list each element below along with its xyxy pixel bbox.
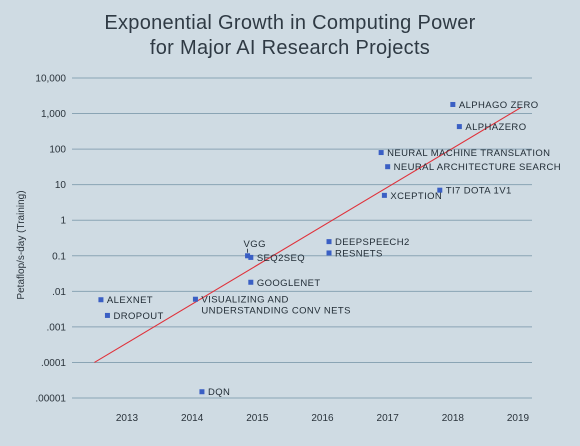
point-label: ALPHAGO ZERO: [459, 100, 539, 111]
point-label: VISUALIZING AND: [201, 295, 288, 306]
x-axis-ticks: 2013 2014 2015 2016 2017 2018 2019: [116, 413, 530, 424]
x-tick-label: 2016: [311, 413, 334, 424]
x-tick-label: 2017: [377, 413, 400, 424]
data-point: RESNETS: [326, 248, 383, 259]
x-tick-label: 2014: [181, 413, 204, 424]
point-marker: [326, 239, 332, 245]
data-point: DROPOUT: [104, 311, 163, 322]
point-label: DQN: [208, 387, 230, 398]
point-marker: [437, 187, 443, 193]
point-marker: [98, 297, 104, 303]
point-label: DEEPSPEECH2: [335, 237, 410, 248]
y-tick-label: 0.1: [52, 251, 66, 262]
data-point: VGG: [244, 239, 266, 259]
gridlines: [72, 77, 532, 399]
point-label: NEURAL ARCHITECTURE SEARCH: [394, 162, 561, 173]
point-marker: [385, 164, 391, 170]
point-marker: [192, 296, 198, 302]
y-tick-label: 1: [60, 216, 66, 227]
data-point: XCEPTION: [381, 191, 442, 202]
data-point: ALPHAZERO: [456, 122, 526, 133]
data-point: SEQ2SEQ: [248, 253, 305, 264]
point-label: ALPHAZERO: [465, 122, 526, 133]
y-tick-label: 10,000: [35, 74, 66, 85]
point-marker: [248, 279, 254, 285]
y-tick-label: .001: [47, 322, 67, 333]
point-label: TI7 DOTA 1V1: [446, 186, 512, 197]
point-marker: [199, 389, 205, 395]
data-point: NEURAL MACHINE TRANSLATION: [378, 148, 550, 159]
point-label: ALEXNET: [107, 295, 153, 306]
point-marker: [381, 192, 387, 198]
data-points: ALPHAGO ZERO ALPHAZERO NEURAL MACHINE TRAN…: [98, 100, 561, 398]
trendline: [94, 106, 522, 363]
y-tick-label: 100: [49, 145, 66, 156]
data-point: DQN: [199, 387, 230, 398]
point-marker: [248, 254, 254, 260]
y-tick-label: 1,000: [41, 109, 66, 120]
point-marker: [456, 124, 462, 130]
y-tick-label: 10: [55, 180, 67, 191]
data-point: ALEXNET: [98, 295, 153, 306]
point-label: DROPOUT: [113, 311, 163, 322]
point-label: XCEPTION: [390, 191, 442, 202]
x-tick-label: 2019: [507, 413, 530, 424]
data-point: DEEPSPEECH2: [326, 237, 410, 248]
y-axis-label: Petaflop/s-day (Training): [16, 190, 27, 299]
y-tick-label: .00001: [35, 394, 66, 405]
x-tick-label: 2013: [116, 413, 139, 424]
point-label: VGG: [244, 239, 266, 250]
point-marker: [104, 312, 110, 318]
data-point: ALPHAGO ZERO: [450, 100, 538, 111]
point-label: NEURAL MACHINE TRANSLATION: [387, 148, 550, 159]
point-marker: [245, 253, 251, 259]
y-axis-ticks: 10,000 1,000 100 10 1 0.1 .01 .001 .0001 .00001: [35, 74, 66, 405]
data-point: NEURAL ARCHITECTURE SEARCH: [385, 162, 561, 173]
data-point: TI7 DOTA 1V1: [437, 186, 511, 197]
x-tick-label: 2015: [246, 413, 269, 424]
point-marker: [450, 101, 456, 107]
y-tick-label: .01: [52, 287, 66, 298]
y-tick-label: .0001: [41, 358, 66, 369]
chart-title-line-1: Exponential Growth in Computing Power: [104, 12, 476, 34]
chart-title-line-2: for Major AI Research Projects: [149, 37, 431, 59]
point-marker: [378, 150, 384, 156]
point-label: UNDERSTANDING CONV NETS: [201, 306, 350, 317]
data-point: GOOGLENET: [248, 278, 320, 289]
point-label: RESNETS: [335, 248, 383, 259]
point-marker: [326, 250, 332, 256]
point-label: SEQ2SEQ: [257, 253, 305, 264]
trendline-group: [94, 106, 522, 363]
point-label: GOOGLENET: [257, 278, 321, 289]
x-tick-label: 2018: [442, 413, 465, 424]
